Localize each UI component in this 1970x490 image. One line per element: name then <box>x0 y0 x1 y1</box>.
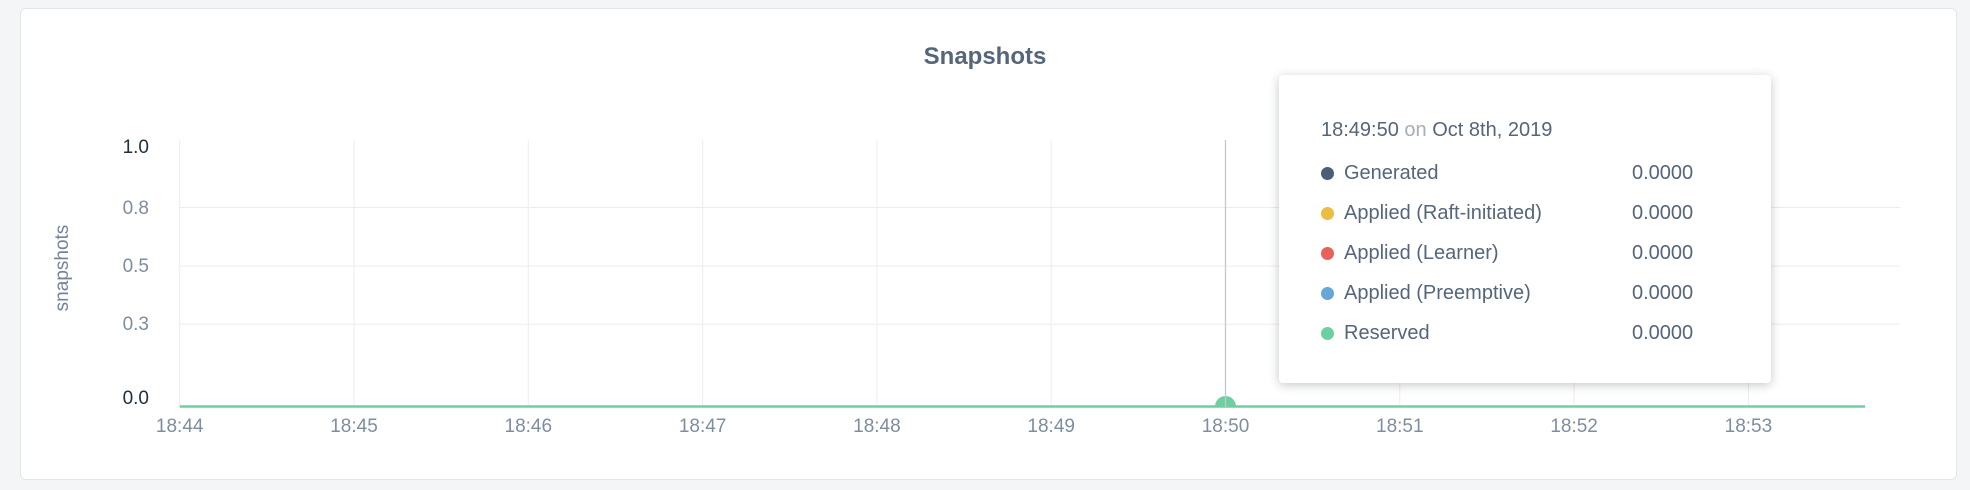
svg-text:0.3: 0.3 <box>123 314 149 335</box>
svg-text:18:52: 18:52 <box>1550 416 1598 437</box>
svg-text:0.8: 0.8 <box>123 198 149 219</box>
svg-text:18:51: 18:51 <box>1376 416 1424 437</box>
svg-text:18:47: 18:47 <box>679 416 727 437</box>
svg-text:18:44: 18:44 <box>156 416 204 437</box>
svg-text:snapshots: snapshots <box>52 225 73 312</box>
svg-text:18:46: 18:46 <box>505 416 553 437</box>
svg-text:18:53: 18:53 <box>1725 416 1773 437</box>
svg-text:0.0: 0.0 <box>123 388 149 409</box>
svg-text:18:49: 18:49 <box>1027 416 1075 437</box>
svg-text:1.0: 1.0 <box>123 137 149 158</box>
svg-text:18:45: 18:45 <box>330 416 378 437</box>
svg-text:18:48: 18:48 <box>853 416 901 437</box>
svg-text:0.5: 0.5 <box>123 256 149 277</box>
svg-text:18:50: 18:50 <box>1202 416 1250 437</box>
